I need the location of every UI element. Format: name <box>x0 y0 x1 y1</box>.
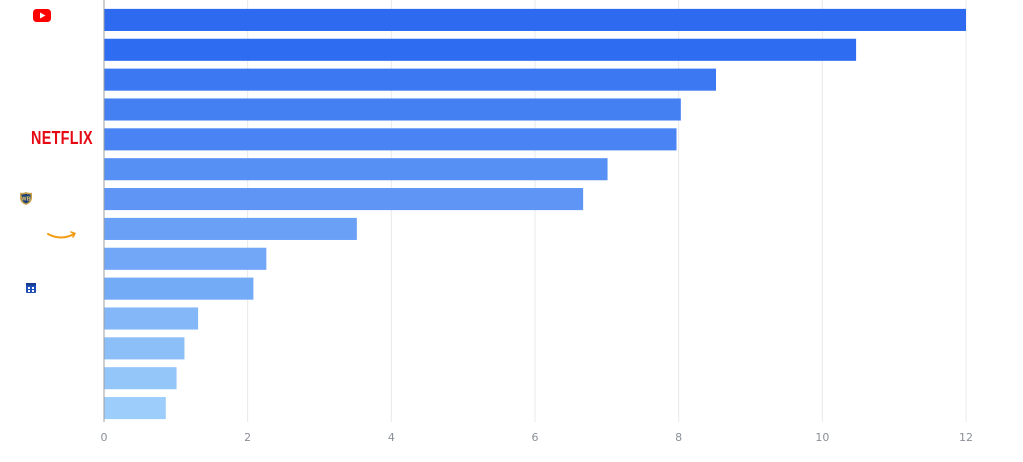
bar <box>104 158 608 181</box>
bar <box>104 188 584 211</box>
x-tick-label: 12 <box>959 431 973 444</box>
bar <box>104 307 199 330</box>
bar <box>104 337 185 360</box>
x-axis-ticks: 0 2 4 6 8 10 12 <box>101 431 974 444</box>
netflix-logo: NETFLIX <box>31 127 93 148</box>
x-tick-label: 10 <box>815 431 829 444</box>
warner-bros-shield-icon: WB <box>20 192 32 205</box>
bar <box>104 68 717 91</box>
x-tick-label: 8 <box>675 431 682 444</box>
bar <box>104 38 857 61</box>
calendar-app-icon <box>26 283 36 293</box>
x-tick-label: 2 <box>244 431 251 444</box>
svg-text:WB: WB <box>21 196 30 202</box>
bar <box>104 217 357 240</box>
grid-lines <box>247 0 967 422</box>
x-tick-label: 6 <box>532 431 539 444</box>
bars <box>104 8 966 420</box>
bar <box>104 8 966 31</box>
bar <box>104 397 166 420</box>
x-tick-label: 0 <box>101 431 108 444</box>
x-tick-label: 4 <box>388 431 395 444</box>
bar <box>104 247 267 270</box>
bar <box>104 98 681 121</box>
amazon-smile-icon <box>47 231 76 239</box>
bar <box>104 367 177 390</box>
bar <box>104 128 677 151</box>
bar <box>104 277 254 300</box>
youtube-icon <box>33 9 51 22</box>
